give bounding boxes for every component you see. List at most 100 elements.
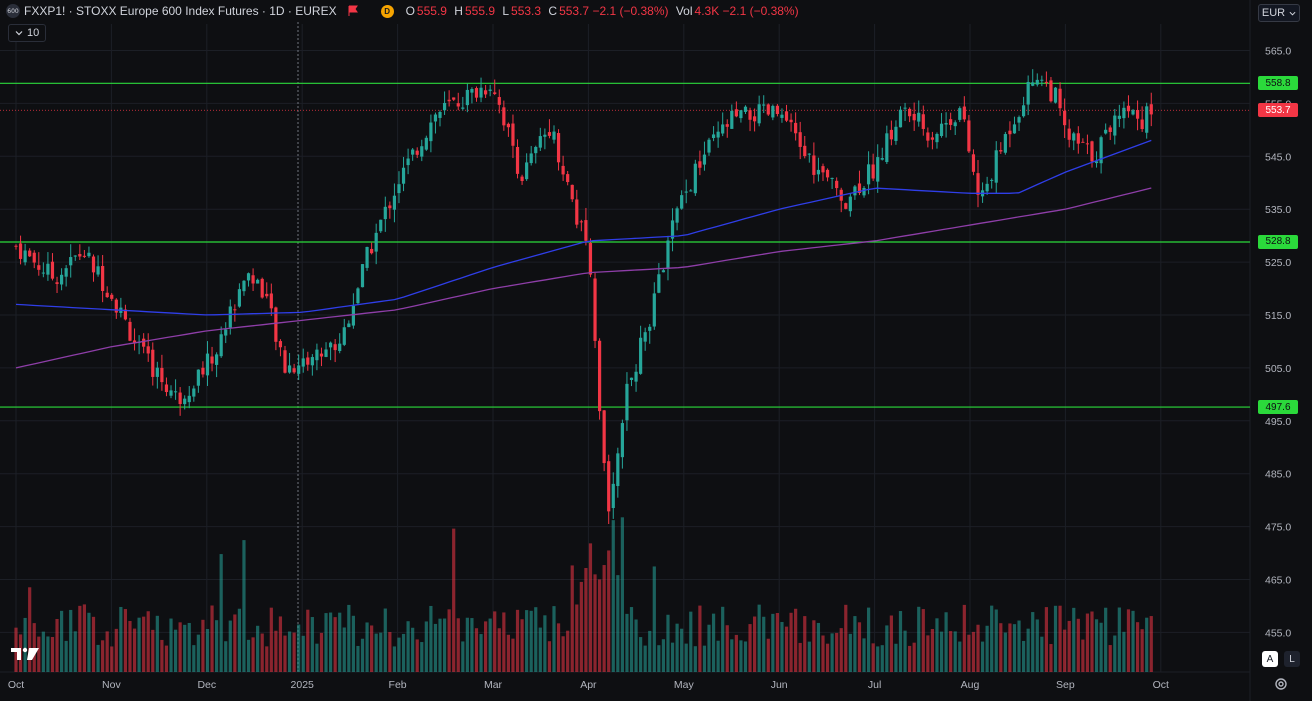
candle-body [287, 365, 292, 373]
candle-body [784, 111, 789, 121]
candle-body [246, 273, 251, 281]
volume-bar [187, 622, 191, 672]
volume-bar [625, 613, 629, 672]
candle-body [898, 109, 903, 128]
volume-bar [584, 568, 588, 672]
volume-bar [192, 645, 196, 672]
candle-body [461, 107, 465, 109]
volume-bar [593, 574, 597, 672]
volume-bar [588, 543, 593, 672]
exchange-badge[interactable]: D [380, 4, 394, 18]
candle-body [725, 124, 729, 127]
volume-bar [939, 631, 944, 672]
tradingview-logo-icon[interactable] [10, 646, 40, 662]
candle-body [151, 349, 155, 377]
volume-bar [1076, 618, 1080, 672]
volume-bar [871, 643, 875, 672]
candle-body [912, 113, 916, 121]
volume-bar [479, 634, 483, 672]
candle-body [128, 321, 132, 341]
candle-body [862, 187, 866, 196]
candle-body [142, 338, 146, 347]
candle-body [693, 163, 697, 194]
volume-bar [1035, 619, 1039, 672]
volume-bar [183, 624, 187, 672]
candle-body [297, 365, 301, 374]
volume-bar [561, 636, 565, 672]
volume-bar [921, 609, 925, 672]
price-tick-label: 505.0 [1265, 363, 1291, 375]
candle-body [50, 261, 55, 279]
candle-body [433, 114, 438, 122]
volume-bar [926, 635, 930, 672]
volume-bar [242, 540, 246, 672]
volume-bar [310, 617, 314, 672]
gear-icon[interactable] [1274, 677, 1288, 691]
volume-bar [575, 604, 579, 672]
volume-bar [967, 634, 971, 672]
candle-body [1149, 104, 1153, 115]
candle-body [584, 220, 588, 241]
candle-body [734, 109, 738, 117]
volume-bar [205, 628, 210, 672]
volume-bar [219, 554, 223, 672]
flag-icon[interactable] [347, 5, 359, 17]
candle-body [160, 367, 164, 383]
volume-bar [762, 616, 766, 672]
price-tick-label: 515.0 [1265, 310, 1291, 322]
price-tick-label: 485.0 [1265, 469, 1291, 481]
candle-body [707, 139, 711, 153]
candle-body [178, 392, 182, 405]
volume-bar [283, 635, 287, 672]
volume-value: 4.3K −2.1 (−0.38%) [694, 4, 799, 18]
candle-body [301, 358, 305, 367]
volume-bar [370, 625, 374, 672]
volume-bar [753, 616, 757, 672]
indicators-toggle[interactable]: 10 [8, 24, 47, 42]
volume-bar [233, 614, 237, 672]
log-scale-button[interactable]: L [1284, 651, 1300, 667]
volume-bar [657, 645, 661, 672]
candle-body [1108, 127, 1112, 132]
symbol-title[interactable]: FXXP1! · STOXX Europe 600 Index Futures … [24, 4, 337, 18]
candle-body [424, 137, 428, 150]
volume-bar [917, 606, 921, 672]
candle-body [812, 155, 816, 175]
time-tick-label: Sep [1056, 679, 1075, 691]
candle-body [237, 289, 242, 307]
candle-body [908, 108, 912, 117]
candle-body [675, 208, 679, 223]
volume-bar [110, 646, 114, 672]
volume-bar [825, 643, 830, 672]
volume-bar [990, 605, 994, 672]
time-tick-label: Dec [197, 679, 216, 691]
candle-body [689, 190, 693, 192]
candle-body [474, 88, 479, 98]
volume-bar [406, 621, 410, 672]
candle-body [971, 154, 976, 172]
auto-scale-button[interactable]: A [1262, 651, 1278, 667]
low-label: L [502, 4, 510, 18]
candle-body [1003, 134, 1007, 153]
candle-body [470, 88, 474, 93]
candle-body [46, 263, 50, 275]
candle-body [853, 186, 857, 196]
candle-body [497, 97, 501, 105]
candle-body [365, 246, 369, 268]
candle-body [825, 169, 830, 178]
volume-bar [82, 604, 86, 672]
volume-bar [748, 624, 752, 672]
time-tick-label: Apr [580, 679, 597, 691]
candle-body [844, 203, 848, 209]
volume-bar [224, 641, 228, 672]
currency-selector[interactable]: EUR [1258, 4, 1300, 22]
symbol-badge[interactable]: 600 [6, 4, 20, 18]
volume-bar [461, 641, 465, 672]
volume-bar [1003, 632, 1007, 672]
volume-bar [707, 624, 711, 672]
moving-averages [15, 139, 1152, 369]
candle-body [224, 329, 228, 336]
